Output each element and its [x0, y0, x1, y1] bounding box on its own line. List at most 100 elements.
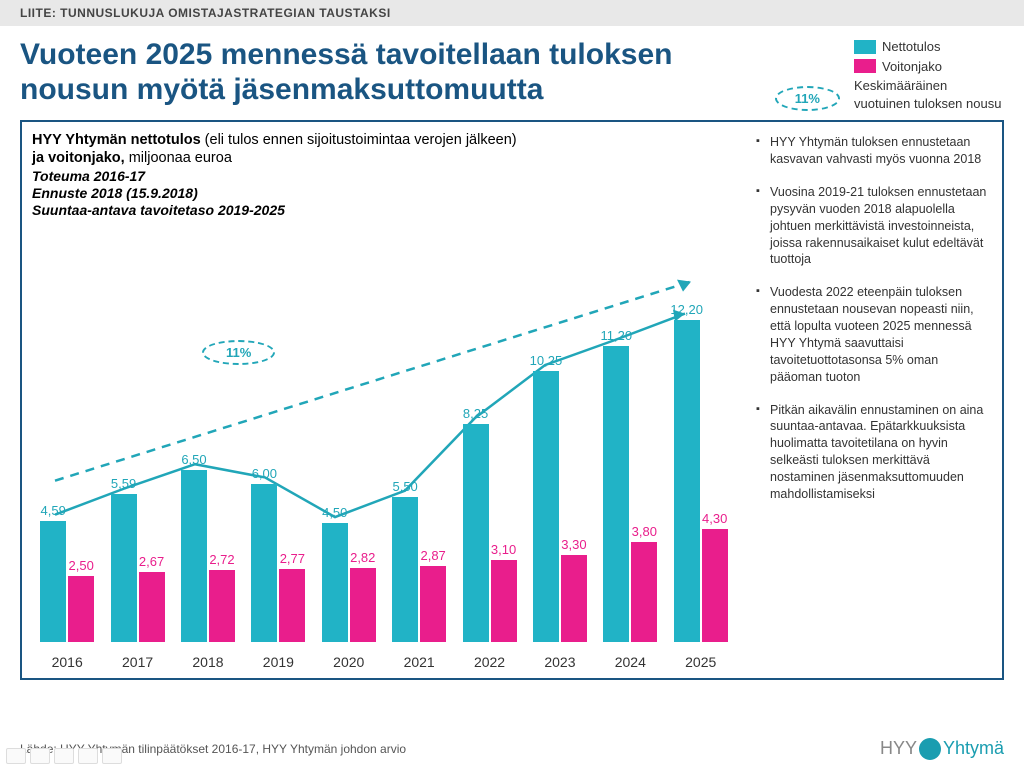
bar-label: 6,50 — [181, 452, 206, 467]
bullets-panel: HYY Yhtymän tuloksen ennustetaan kasvava… — [746, 122, 1002, 678]
bar-nettotulos: 11,20 — [603, 346, 629, 642]
x-tick: 2020 — [319, 654, 379, 670]
bar-voitonjako: 3,10 — [491, 560, 517, 642]
bars-wrap: 4,592,505,592,676,502,726,002,774,502,82… — [32, 272, 736, 642]
legend-label: Nettotulos — [882, 38, 941, 56]
bar-label: 5,50 — [392, 479, 417, 494]
slide-title: Vuoteen 2025 mennessä tavoitellaan tulok… — [20, 38, 740, 107]
bar-nettotulos: 5,50 — [392, 497, 418, 642]
bar-voitonjako: 2,77 — [279, 569, 305, 642]
bullet-item: HYY Yhtymän tuloksen ennustetaan kasvava… — [756, 134, 992, 168]
bar-label: 4,50 — [322, 505, 347, 520]
chart-header2-bold: ja voitonjako, — [32, 150, 125, 166]
bullet-item: Vuosina 2019-21 tuloksen ennustetaan pys… — [756, 184, 992, 268]
chart-header2-rest: miljoonaa euroa — [125, 150, 232, 166]
bar-nettotulos: 5,59 — [111, 494, 137, 642]
bar-label: 12,20 — [670, 302, 703, 317]
bar-label: 6,00 — [252, 466, 277, 481]
year-group: 5,502,87 — [389, 497, 449, 642]
bar-voitonjako: 2,87 — [420, 566, 446, 642]
top-area: Vuoteen 2025 mennessä tavoitellaan tulok… — [0, 26, 1024, 120]
bullets-list: HYY Yhtymän tuloksen ennustetaan kasvava… — [756, 134, 992, 503]
footer: Lähde: HYY Yhtymän tilinpäätökset 2016-1… — [20, 738, 1004, 760]
legend-label: Voitonjako — [882, 58, 942, 76]
appendix-header: LIITE: TUNNUSLUKUJA OMISTAJASTRATEGIAN T… — [0, 0, 1024, 26]
x-axis-labels: 2016 2017 2018 2019 2020 2021 2022 2023 2024 2025 — [32, 654, 736, 670]
bar-voitonjako: 2,82 — [350, 568, 376, 643]
chart-header-bold: HYY Yhtymän nettotulos — [32, 132, 201, 148]
nav-thumb-icon[interactable] — [54, 748, 74, 764]
nav-thumb-icon[interactable] — [78, 748, 98, 764]
bar-voitonjako: 2,67 — [139, 572, 165, 643]
year-group: 11,203,80 — [600, 346, 660, 642]
bar-nettotulos: 12,20 — [674, 320, 700, 642]
x-tick: 2016 — [37, 654, 97, 670]
year-group: 5,592,67 — [108, 494, 168, 642]
chart-sub-2: Ennuste 2018 (15.9.2018) — [32, 185, 736, 201]
bar-label: 4,59 — [41, 503, 66, 518]
x-tick: 2024 — [600, 654, 660, 670]
year-group: 4,502,82 — [319, 523, 379, 642]
x-tick: 2022 — [460, 654, 520, 670]
x-tick: 2023 — [530, 654, 590, 670]
logo-part1: HYY — [880, 738, 917, 758]
nav-next-icon[interactable] — [30, 748, 50, 764]
bar-nettotulos: 4,59 — [40, 521, 66, 642]
bar-label: 3,80 — [632, 524, 657, 539]
year-group: 6,502,72 — [178, 470, 238, 642]
year-group: 4,592,50 — [37, 521, 97, 642]
nav-prev-icon[interactable] — [6, 748, 26, 764]
bar-label: 2,50 — [69, 558, 94, 573]
legend-item-nettotulos: Nettotulos — [854, 38, 1004, 56]
x-tick: 2017 — [108, 654, 168, 670]
swatch-nettotulos — [854, 40, 876, 54]
year-group: 10,253,30 — [530, 371, 590, 642]
legend-growth-label: Keskimääräinen vuotuinen tuloksen nousu — [854, 77, 1004, 112]
bar-label: 5,59 — [111, 476, 136, 491]
logo-orb-icon — [919, 738, 941, 760]
chart-header-rest: (eli tulos ennen sijoitustoimintaa veroj… — [201, 132, 517, 148]
chart-header-1: HYY Yhtymän nettotulos (eli tulos ennen … — [32, 132, 736, 148]
year-group: 6,002,77 — [248, 484, 308, 643]
year-group: 8,253,10 — [460, 424, 520, 642]
bar-nettotulos: 10,25 — [533, 371, 559, 642]
chart-panel: HYY Yhtymän nettotulos (eli tulos ennen … — [22, 122, 746, 678]
bar-label: 2,67 — [139, 554, 164, 569]
bar-label: 10,25 — [530, 353, 563, 368]
bar-label: 11,20 — [601, 328, 633, 343]
bar-nettotulos: 8,25 — [463, 424, 489, 642]
legend-item-voitonjako: Voitonjako — [854, 58, 1004, 76]
bar-nettotulos: 4,50 — [322, 523, 348, 642]
bullet-item: Vuodesta 2022 eteenpäin tuloksen ennuste… — [756, 284, 992, 385]
bar-label: 2,77 — [280, 551, 305, 566]
bar-label: 3,30 — [561, 537, 586, 552]
x-tick: 2025 — [671, 654, 731, 670]
bar-label: 3,10 — [491, 542, 516, 557]
chart-sub-1: Toteuma 2016-17 — [32, 168, 736, 184]
bar-voitonjako: 3,80 — [631, 542, 657, 642]
logo-part2: Yhtymä — [943, 738, 1004, 758]
bullet-item: Pitkän aikavälin ennustaminen on aina su… — [756, 402, 992, 503]
swatch-voitonjako — [854, 59, 876, 73]
bar-nettotulos: 6,50 — [181, 470, 207, 642]
growth-badge: 11% — [775, 86, 840, 111]
x-tick: 2021 — [389, 654, 449, 670]
bar-nettotulos: 6,00 — [251, 484, 277, 643]
x-tick: 2018 — [178, 654, 238, 670]
nav-thumb-icon[interactable] — [102, 748, 122, 764]
bar-voitonjako: 4,30 — [702, 529, 728, 643]
year-group: 12,204,30 — [671, 320, 731, 642]
bar-label: 4,30 — [702, 511, 727, 526]
bar-label: 2,82 — [350, 550, 375, 565]
chart-header-2: ja voitonjako, miljoonaa euroa — [32, 150, 736, 166]
chart-area: 11% 4,592,505,592,676,502,726,002,774,50… — [32, 210, 736, 670]
x-tick: 2019 — [248, 654, 308, 670]
bar-label: 8,25 — [463, 406, 488, 421]
content-frame: HYY Yhtymän nettotulos (eli tulos ennen … — [20, 120, 1004, 680]
bar-label: 2,87 — [420, 548, 445, 563]
bar-label: 2,72 — [209, 552, 234, 567]
slide-nav[interactable] — [6, 748, 122, 764]
logo: HYY Yhtymä — [880, 738, 1004, 760]
bar-voitonjako: 2,72 — [209, 570, 235, 642]
bar-voitonjako: 2,50 — [68, 576, 94, 642]
